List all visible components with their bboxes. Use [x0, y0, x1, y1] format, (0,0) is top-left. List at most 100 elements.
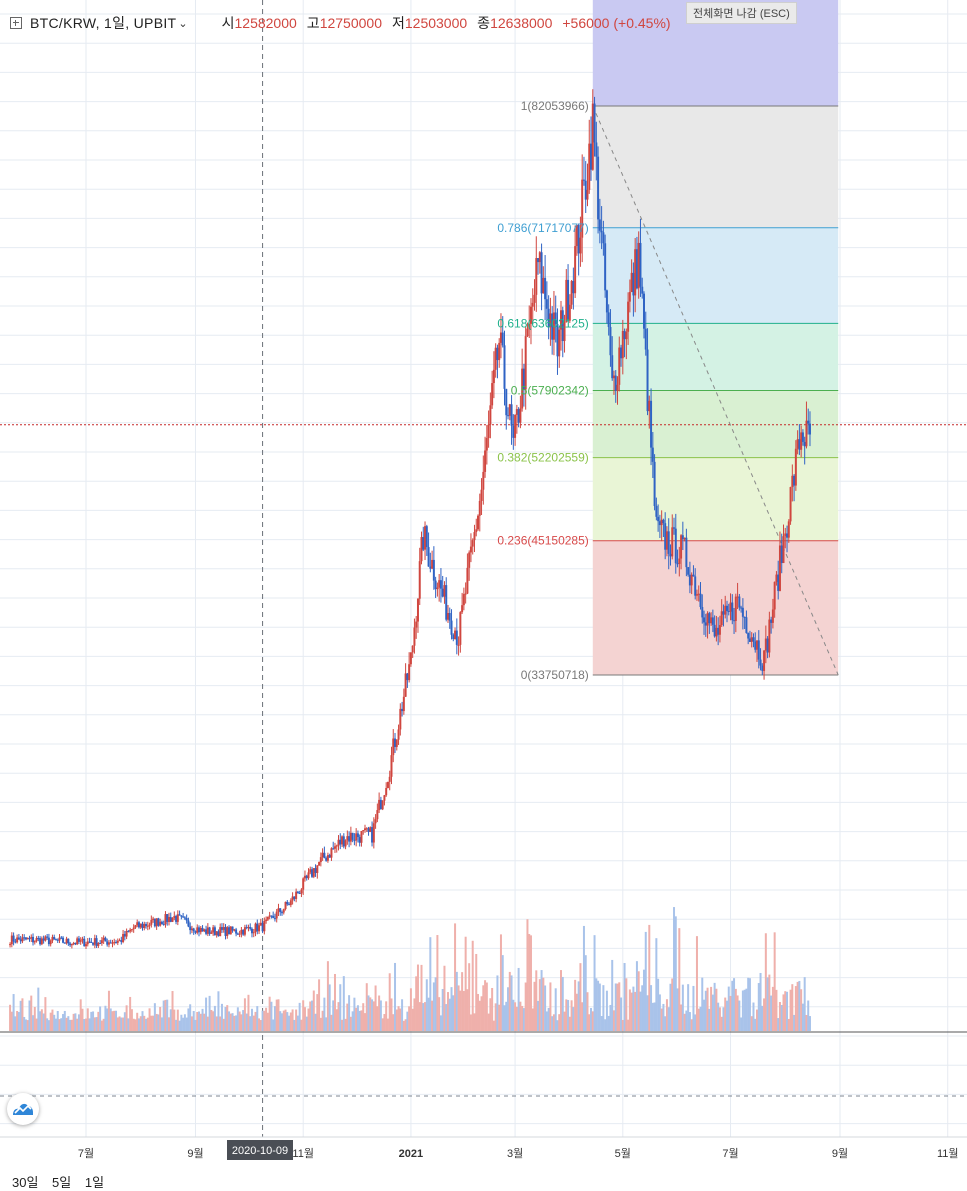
volume-bar — [116, 1017, 119, 1031]
volume-bar — [189, 1004, 192, 1031]
volume-bar — [454, 923, 457, 1031]
candle-body — [706, 613, 709, 626]
volume-bar — [642, 969, 645, 1031]
volume-bar — [383, 1014, 386, 1031]
candle-body — [21, 937, 24, 942]
volume-bar — [676, 988, 679, 1031]
volume-bar — [604, 1019, 607, 1031]
volume-bar — [528, 934, 531, 1031]
volume-bar — [182, 1017, 185, 1031]
volume-bar — [660, 1008, 663, 1031]
volume-bar — [363, 1013, 366, 1031]
volume-bar — [761, 1005, 764, 1031]
candle-body — [496, 347, 499, 361]
candle-body — [307, 872, 310, 879]
candle-body — [780, 545, 783, 564]
fibonacci-retracement[interactable] — [592, 105, 839, 676]
volume-bar — [300, 1019, 303, 1031]
candle-body — [710, 617, 713, 624]
candle-body — [222, 927, 225, 930]
candle-body — [494, 347, 497, 370]
volume-bar — [288, 1015, 291, 1031]
candle-body — [35, 938, 38, 942]
volume-bar — [339, 984, 342, 1031]
candle-body — [171, 918, 174, 922]
volume-bar — [547, 1007, 550, 1031]
candle-body — [312, 868, 315, 877]
volume-bar — [63, 1010, 66, 1031]
candle-body — [272, 915, 275, 919]
volume-bar — [787, 1018, 790, 1031]
candle-body — [30, 936, 33, 939]
volume-bar — [219, 1016, 222, 1031]
volume-bar — [794, 986, 797, 1031]
candle-body — [335, 845, 338, 847]
candle-body — [224, 927, 227, 936]
candle-body — [325, 857, 328, 861]
candle-body — [748, 638, 751, 642]
candle-body — [609, 326, 612, 356]
volume-bar — [653, 1002, 656, 1031]
candle-body — [333, 846, 336, 849]
candle-body — [263, 921, 266, 932]
candle-body — [446, 613, 449, 620]
candle-body — [277, 908, 280, 912]
volume-bar — [492, 1020, 495, 1031]
candle-body — [95, 938, 98, 946]
candle-body — [49, 940, 52, 945]
candle-body — [623, 330, 626, 340]
volume-bar — [538, 979, 541, 1031]
volume-bar — [616, 983, 619, 1031]
volume-bar — [621, 1019, 624, 1031]
candle-body — [189, 926, 192, 931]
volume-bar — [418, 1002, 421, 1031]
candle-body — [620, 347, 623, 359]
volume-bar — [164, 999, 167, 1031]
volume-bar — [247, 994, 250, 1031]
candle-body — [607, 312, 610, 327]
low-value: 12503000 — [404, 15, 468, 31]
volume-bar — [496, 975, 499, 1031]
volume-bar — [360, 1010, 363, 1031]
volume-bar — [69, 1019, 72, 1031]
exit-fullscreen-button[interactable]: 전체화면 나감 (ESC) — [686, 2, 797, 24]
volume-bar — [574, 979, 577, 1031]
candle-body — [717, 627, 720, 635]
candle-body — [92, 942, 95, 945]
candle-body — [687, 567, 690, 575]
candle-body — [155, 918, 158, 927]
fib-band — [592, 457, 839, 541]
candle-body — [711, 617, 714, 625]
candle-body — [697, 593, 700, 595]
volume-bar — [160, 1017, 163, 1031]
volume-bar — [23, 1016, 26, 1031]
volume-bar — [150, 1015, 153, 1031]
volume-bar — [162, 1000, 165, 1031]
fib-labels: 1(82053966) 0.786(71717077) 0.618(63602125… — [497, 99, 588, 682]
expand-icon[interactable] — [10, 17, 22, 29]
volume-bar — [577, 981, 580, 1031]
candle-body — [745, 617, 748, 633]
volume-bar — [729, 995, 732, 1031]
volume-bar — [429, 937, 432, 1031]
candle-body — [226, 927, 229, 936]
candle-body — [575, 225, 578, 247]
candle-body — [65, 938, 68, 944]
candle-body — [581, 179, 584, 238]
candle-body — [390, 755, 393, 777]
tradingview-logo-icon[interactable] — [7, 1093, 39, 1125]
volume-bar — [665, 999, 668, 1031]
fib-level-label: 0.786(71717077) — [497, 221, 588, 235]
chevron-down-icon[interactable]: ⌄ — [178, 17, 188, 30]
candle-body — [680, 535, 683, 559]
x-tick-label: 11월 — [937, 1147, 959, 1160]
volume-bar — [367, 995, 370, 1031]
volume-bar — [141, 1011, 144, 1031]
volume-bar — [701, 977, 704, 1031]
volume-bar — [685, 1010, 688, 1031]
symbol-title[interactable]: BTC/KRW, 1일, UPBIT — [30, 15, 177, 31]
candle-body — [650, 400, 653, 448]
candle-body — [741, 607, 744, 617]
volume-bar — [560, 970, 563, 1031]
